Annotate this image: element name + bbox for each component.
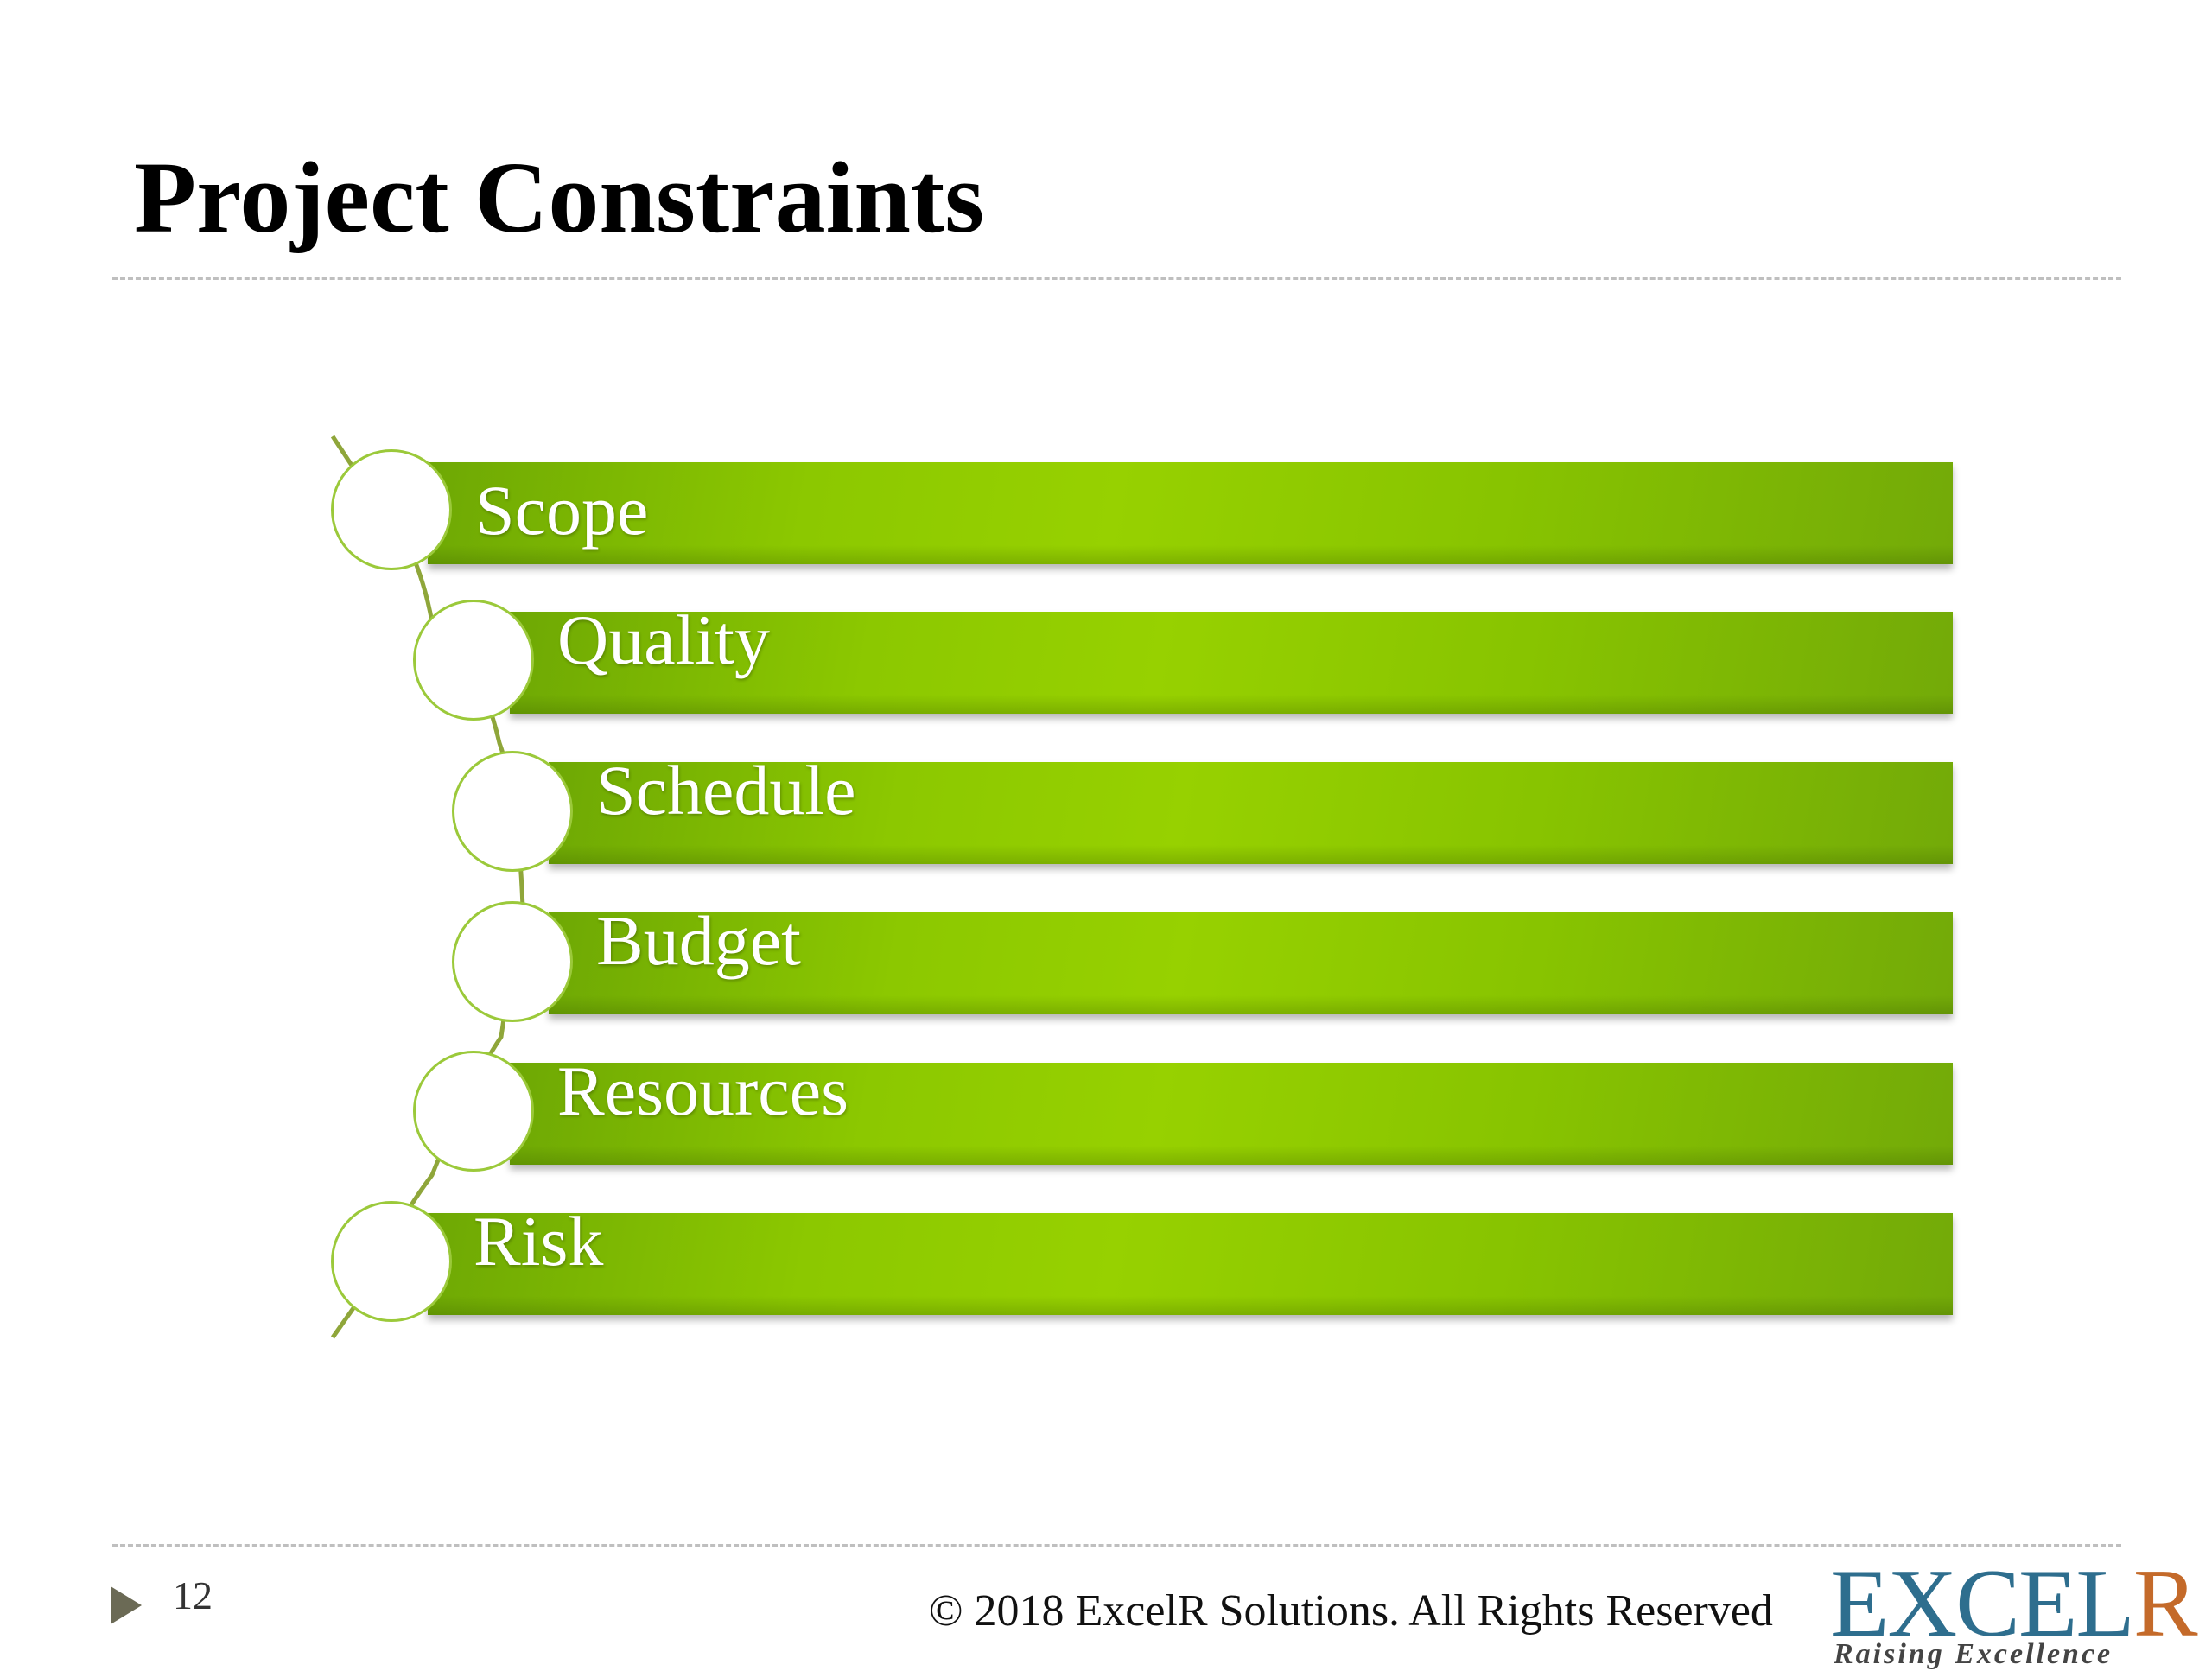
constraint-label-budget: Budget bbox=[596, 901, 801, 980]
logo-wordmark-accent: R bbox=[2133, 1550, 2198, 1657]
constraint-node-schedule bbox=[452, 751, 573, 872]
constraint-label-schedule: Schedule bbox=[596, 751, 856, 829]
constraint-label-risk: Risk bbox=[474, 1202, 604, 1280]
constraint-label-quality: Quality bbox=[557, 600, 770, 679]
constraint-bar-resources bbox=[510, 1063, 1953, 1165]
constraint-bar-scope bbox=[428, 462, 1953, 564]
copyright-notice: © 2018 ExcelR Solutions. All Rights Rese… bbox=[929, 1586, 1773, 1636]
footer-divider bbox=[112, 1544, 2121, 1547]
constraint-label-scope: Scope bbox=[475, 471, 649, 550]
constraint-node-resources bbox=[413, 1051, 534, 1172]
constraint-label-resources: Resources bbox=[557, 1052, 849, 1130]
constraint-node-scope bbox=[331, 449, 452, 570]
logo-tagline: Raising Excellence bbox=[1834, 1638, 2113, 1670]
constraint-node-risk bbox=[331, 1201, 452, 1322]
triangle-bullet-icon bbox=[111, 1586, 142, 1624]
constraint-bar-schedule bbox=[549, 762, 1953, 864]
slide-title: Project Constraints bbox=[134, 141, 985, 254]
page-number: 12 bbox=[173, 1573, 213, 1617]
constraint-node-budget bbox=[452, 901, 573, 1022]
logo-wordmark: EXCELR bbox=[1830, 1555, 2198, 1652]
constraint-bar-quality bbox=[510, 612, 1953, 714]
logo-wordmark-main: EXCEL bbox=[1830, 1550, 2135, 1657]
title-divider bbox=[112, 277, 2121, 280]
constraint-bar-risk bbox=[428, 1213, 1953, 1315]
constraint-node-quality bbox=[413, 600, 534, 721]
excelr-logo: EXCELR Raising Excellence bbox=[1830, 1555, 2198, 1670]
constraint-bar-budget bbox=[549, 912, 1953, 1014]
